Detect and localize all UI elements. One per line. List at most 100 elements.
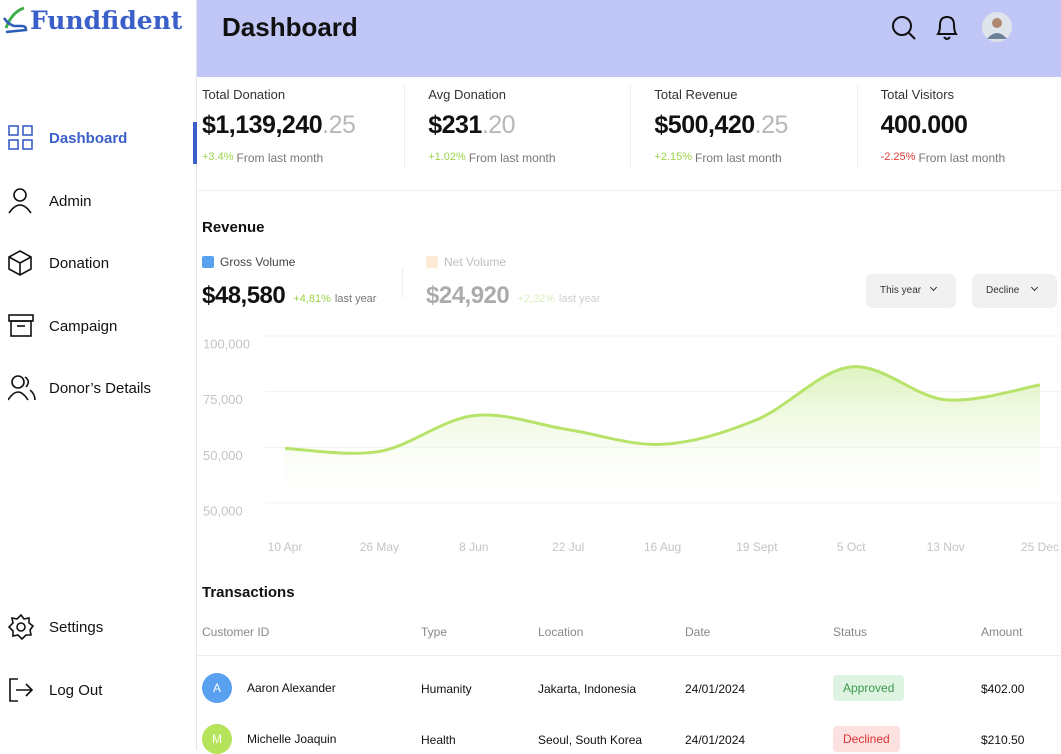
nav-icon <box>8 187 32 214</box>
amount: $210.50 <box>981 733 1025 747</box>
x-tick-label: 19 Sept <box>736 540 778 554</box>
filter-dropdown[interactable]: This year <box>866 274 956 308</box>
stat-note: From last month <box>468 151 556 165</box>
amount: $402.00 <box>981 682 1025 696</box>
stat-change: +3.4% <box>202 151 234 163</box>
nav-item[interactable]: Admin <box>0 181 190 221</box>
nav-icon <box>8 375 36 401</box>
avatar[interactable] <box>982 12 1012 42</box>
stat-value: 400.000 <box>881 111 968 140</box>
icon-shape <box>22 139 33 150</box>
row-avatar: A <box>202 673 232 703</box>
icon-shape <box>13 187 27 202</box>
icon-shape <box>8 614 35 641</box>
x-tick-label: 16 Aug <box>644 540 681 554</box>
stat-label: Avg Donation <box>428 87 507 102</box>
legend-value: $24,920 <box>426 282 510 309</box>
legend-change: +2,32% <box>517 293 555 305</box>
icon-shape <box>8 203 32 214</box>
nav-label: Donor’s Details <box>49 380 151 398</box>
legend-change: +4,81% <box>293 293 331 305</box>
x-tick-label: 25 Dec <box>1021 540 1059 554</box>
type: Humanity <box>421 682 472 696</box>
nav-item[interactable]: Campaign <box>0 306 190 346</box>
column-header: Location <box>538 625 584 639</box>
nav-item[interactable]: Dashboard <box>0 118 190 158</box>
icon-shape <box>16 683 34 697</box>
filter-chevron <box>1030 283 1039 292</box>
stat-divider <box>630 85 632 169</box>
customer-name: Michelle Joaquin <box>247 732 337 746</box>
nav-icon <box>8 313 34 337</box>
location: Seoul, South Korea <box>538 733 643 747</box>
row-avatar: M <box>202 724 232 754</box>
active-indicator <box>193 122 197 164</box>
nav-item[interactable]: Settings <box>0 607 190 647</box>
bell-icon[interactable] <box>936 15 958 40</box>
stat-note: From last month <box>918 151 1006 165</box>
nav-item[interactable]: Donation <box>0 243 190 283</box>
column-header: Amount <box>981 625 1023 639</box>
nav-label: Dashboard <box>49 130 128 147</box>
nav-item[interactable]: Donor’s Details <box>0 368 190 408</box>
y-tick-label: 50,000 <box>203 503 243 518</box>
column-header: Customer ID <box>202 625 270 639</box>
stat-decimals: .25 <box>322 111 356 139</box>
nav-icon <box>8 125 33 150</box>
stat-amount: 400.000 <box>880 111 968 139</box>
icon-shape <box>8 125 19 136</box>
line <box>284 365 1041 455</box>
icon-shape <box>11 375 25 390</box>
nav-label: Donation <box>49 255 110 273</box>
legend-name: Gross Volume <box>220 255 296 269</box>
icon-shape <box>10 319 32 337</box>
brand: Fundfident <box>30 6 183 35</box>
nav-item[interactable]: Log Out <box>0 670 190 710</box>
x-tick-label: 22 Jul <box>552 540 584 554</box>
nav-label: Log Out <box>49 682 103 699</box>
area <box>285 366 1040 512</box>
y-tick-label: 100,000 <box>203 336 250 351</box>
nav-label: Admin <box>49 192 92 210</box>
stat-decimals: .25 <box>754 111 789 139</box>
icon-shape <box>8 139 19 150</box>
icon-shape <box>8 250 32 277</box>
legend-swatch <box>202 256 214 268</box>
header-icons <box>892 12 1012 42</box>
column-header: Status <box>833 625 868 639</box>
icon-shape <box>24 376 36 401</box>
filter-label: Decline <box>986 285 1020 296</box>
legend-name: Net Volume <box>444 255 507 269</box>
nav-label: Campaign <box>49 317 118 335</box>
stat-label: Total Visitors <box>880 87 955 102</box>
legend-value: $48,580 <box>202 282 286 309</box>
stat-label: Total Donation <box>202 87 286 102</box>
x-tick-label: 5 Oct <box>837 540 866 554</box>
stat-change: -2.25% <box>880 151 916 163</box>
stat-amount: $500,420 <box>654 111 755 139</box>
header-bar <box>197 0 1061 77</box>
icon-shape <box>9 678 18 702</box>
type: Health <box>421 733 456 747</box>
filter-dropdown[interactable]: Decline <box>972 274 1057 308</box>
legend-swatch <box>426 256 438 268</box>
y-tick-label: 50,000 <box>203 448 243 463</box>
status-badge: Approved <box>833 675 905 701</box>
revenue-title: Revenue <box>202 219 265 236</box>
icon-shape <box>8 313 34 322</box>
y-tick-label: 75,000 <box>203 392 243 407</box>
stat-value: $1,139,240.25 <box>202 111 356 140</box>
x-tick-label: 10 Apr <box>268 540 303 554</box>
icon-shape <box>22 125 33 136</box>
date: 24/01/2024 <box>685 682 746 696</box>
x-tick-label: 26 May <box>360 540 399 554</box>
nav-icon <box>8 250 32 277</box>
avatar-initial: A <box>212 681 221 695</box>
x-tick-label: 8 Jun <box>459 540 488 554</box>
page-title: Dashboard <box>222 12 358 42</box>
search-icon[interactable] <box>892 16 916 40</box>
legend-divider <box>402 268 403 298</box>
stat-note: From last month <box>695 151 782 165</box>
